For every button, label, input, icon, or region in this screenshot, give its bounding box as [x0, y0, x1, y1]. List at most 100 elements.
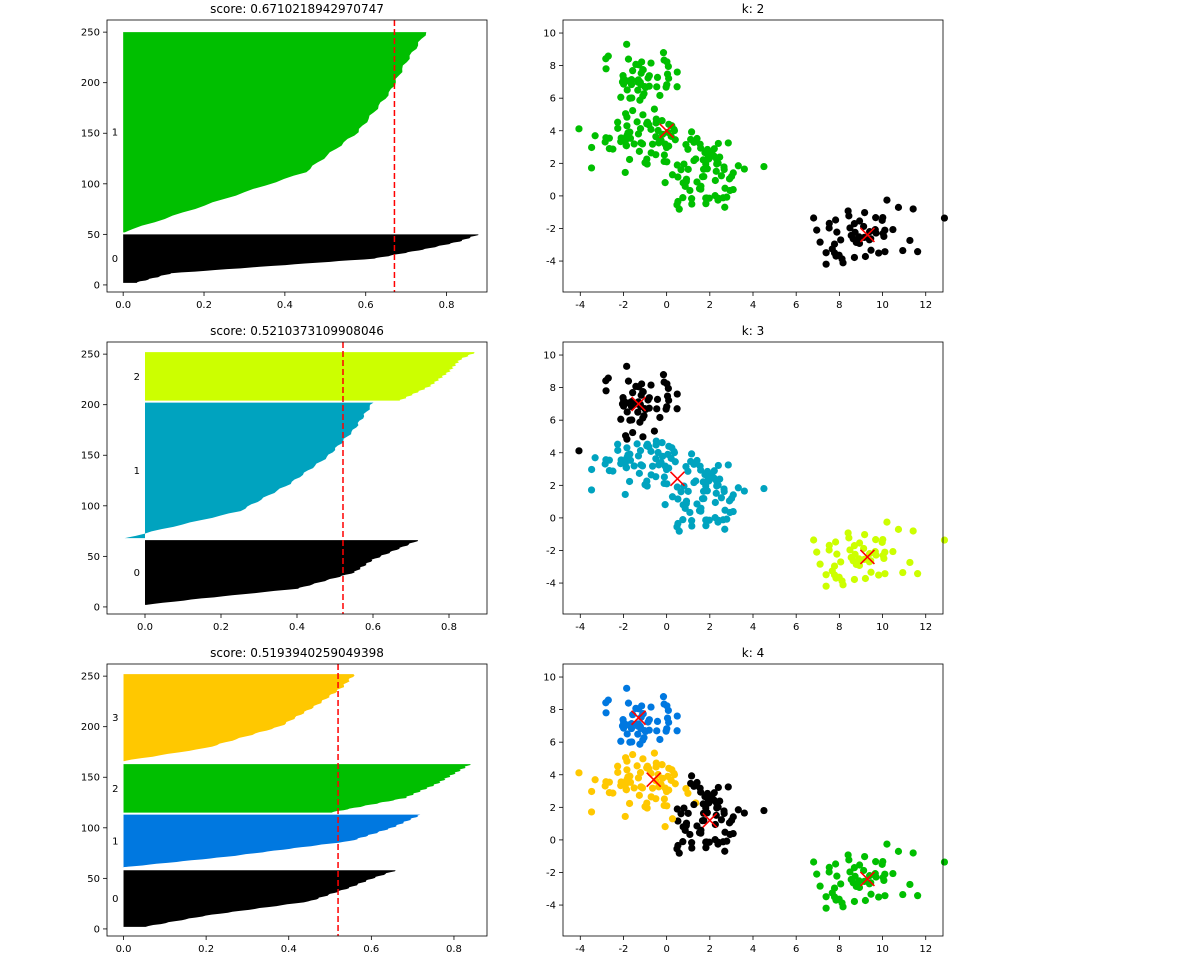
- centroid-marker: [702, 812, 718, 828]
- data-point: [587, 164, 596, 172]
- data-point: [710, 152, 718, 161]
- data-point: [909, 849, 917, 857]
- data-point: [850, 575, 859, 584]
- data-point: [660, 795, 668, 803]
- data-point: [677, 488, 685, 496]
- data-point: [866, 228, 874, 236]
- data-point: [825, 219, 833, 228]
- data-point: [648, 140, 657, 148]
- data-point: [714, 139, 722, 148]
- data-point: [623, 40, 631, 48]
- silhouette-chart: 0 1 2 3 0.0 0.2 0.4 0.6 0.8 0 50 100 150 200 250 score:…: [81, 646, 488, 955]
- data-point: [639, 388, 647, 396]
- data-point: [702, 522, 710, 530]
- data-point: [619, 72, 627, 80]
- data-point: [684, 809, 692, 817]
- data-point: [623, 766, 631, 774]
- data-point: [665, 74, 673, 82]
- data-point: [653, 83, 661, 91]
- data-point: [664, 62, 672, 70]
- data-point: [660, 157, 668, 166]
- silhouette-cluster-3: [123, 674, 355, 762]
- data-point: [837, 236, 845, 244]
- x-tick-label: 12: [919, 300, 932, 311]
- data-point: [674, 519, 682, 528]
- cluster-label-0: 0: [112, 254, 118, 265]
- data-point: [690, 782, 698, 790]
- data-point: [861, 574, 870, 583]
- data-point: [861, 852, 869, 861]
- data-point: [575, 769, 583, 777]
- data-point: [729, 491, 737, 499]
- data-point: [617, 778, 625, 786]
- data-point: [816, 560, 824, 568]
- data-point: [655, 139, 663, 147]
- data-point: [630, 462, 638, 470]
- data-point: [673, 68, 681, 76]
- data-point: [686, 508, 694, 517]
- scatter-chart: -4 -2 0 2 4 6 8 10 12 -4 -2 0 2 4 6 8 10 k: 4: [543, 646, 949, 955]
- data-point: [650, 427, 659, 435]
- data-point: [673, 727, 681, 735]
- centroid-marker: [669, 471, 685, 487]
- data-point: [734, 484, 742, 492]
- data-point: [684, 145, 692, 153]
- data-point: [699, 478, 707, 486]
- data-point: [816, 238, 824, 246]
- y-tick-label: 100: [81, 823, 100, 834]
- y-tick-label: 4: [550, 126, 556, 137]
- y-tick-label: 100: [81, 179, 100, 190]
- data-point: [622, 786, 631, 794]
- data-point: [650, 749, 659, 757]
- data-point: [899, 890, 907, 899]
- data-point: [721, 828, 729, 836]
- data-point: [846, 868, 854, 876]
- data-point: [833, 872, 841, 880]
- data-point: [641, 803, 649, 811]
- data-point: [940, 214, 949, 222]
- cluster-label-1: 1: [112, 128, 118, 139]
- cluster-label-0: 0: [134, 568, 140, 579]
- data-point: [658, 439, 666, 447]
- y-tick-label: 0: [550, 835, 556, 846]
- data-point: [717, 494, 726, 502]
- y-tick-label: -2: [546, 868, 556, 879]
- data-point: [846, 224, 854, 232]
- data-point: [711, 176, 719, 185]
- data-point: [639, 111, 647, 119]
- data-point: [712, 489, 720, 497]
- data-point: [698, 495, 707, 503]
- data-point: [845, 534, 853, 542]
- data-point: [813, 226, 821, 234]
- data-point: [661, 501, 669, 509]
- data-point: [681, 504, 689, 512]
- data-point: [872, 536, 880, 544]
- data-point: [623, 113, 631, 121]
- data-point: [623, 757, 631, 765]
- data-point: [656, 413, 664, 422]
- data-point: [653, 717, 662, 726]
- data-point: [673, 390, 681, 398]
- data-point: [662, 143, 671, 152]
- data-point: [614, 762, 622, 770]
- data-point: [831, 216, 840, 224]
- data-point: [634, 452, 643, 460]
- data-point: [645, 72, 653, 80]
- axes-frame: [106, 663, 488, 937]
- scatter-chart: -4 -2 0 2 4 6 8 10 12 -4 -2 0 2 4 6 8 10 k: 3: [543, 324, 949, 633]
- data-point: [822, 260, 830, 268]
- data-point: [655, 461, 663, 469]
- data-point: [663, 725, 671, 733]
- data-point: [652, 473, 660, 481]
- data-point: [867, 890, 875, 898]
- data-point: [688, 195, 696, 203]
- data-point: [675, 527, 683, 535]
- x-tick-label: -2: [618, 300, 628, 311]
- data-point: [697, 466, 705, 474]
- x-tick-label: 0: [663, 622, 669, 633]
- x-tick-label: 0.6: [365, 622, 381, 633]
- data-point: [591, 454, 599, 462]
- centroid-marker: [859, 227, 875, 243]
- x-tick-label: 0.8: [439, 300, 455, 311]
- data-point: [624, 377, 633, 385]
